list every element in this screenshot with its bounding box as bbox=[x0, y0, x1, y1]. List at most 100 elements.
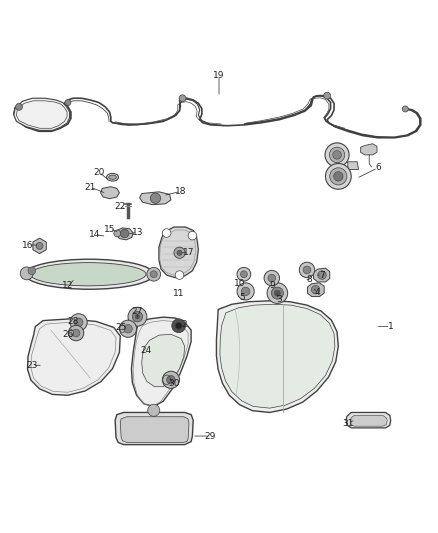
Text: 15: 15 bbox=[104, 224, 115, 233]
Circle shape bbox=[150, 193, 161, 204]
Circle shape bbox=[128, 308, 147, 326]
Text: 17: 17 bbox=[183, 248, 195, 257]
Circle shape bbox=[330, 168, 347, 185]
Circle shape bbox=[267, 283, 288, 303]
Circle shape bbox=[311, 285, 320, 294]
Circle shape bbox=[162, 372, 180, 389]
Circle shape bbox=[402, 106, 408, 112]
Text: 21: 21 bbox=[85, 183, 96, 191]
Circle shape bbox=[174, 247, 185, 259]
Circle shape bbox=[65, 100, 71, 106]
Ellipse shape bbox=[120, 325, 125, 333]
Circle shape bbox=[318, 271, 326, 279]
Text: 30: 30 bbox=[168, 379, 180, 387]
Text: 14: 14 bbox=[89, 230, 100, 239]
Polygon shape bbox=[33, 238, 46, 254]
Circle shape bbox=[329, 147, 345, 163]
Text: 19: 19 bbox=[213, 71, 225, 80]
Circle shape bbox=[36, 243, 43, 249]
Circle shape bbox=[135, 314, 140, 319]
Text: 16: 16 bbox=[22, 240, 34, 249]
Text: 6: 6 bbox=[375, 163, 381, 172]
Polygon shape bbox=[314, 268, 330, 282]
Polygon shape bbox=[116, 228, 133, 240]
Text: 23: 23 bbox=[27, 361, 38, 370]
Circle shape bbox=[124, 325, 132, 333]
Text: 1: 1 bbox=[388, 322, 394, 331]
Text: 4: 4 bbox=[315, 288, 321, 297]
Text: 25: 25 bbox=[116, 323, 127, 332]
Circle shape bbox=[325, 164, 351, 189]
Text: 18: 18 bbox=[175, 187, 186, 196]
Text: 8: 8 bbox=[306, 275, 312, 284]
Circle shape bbox=[114, 230, 121, 237]
Circle shape bbox=[15, 103, 22, 110]
Circle shape bbox=[120, 320, 137, 337]
Ellipse shape bbox=[30, 263, 146, 286]
Text: 28: 28 bbox=[67, 317, 79, 326]
Ellipse shape bbox=[68, 329, 74, 336]
Polygon shape bbox=[28, 319, 120, 395]
Circle shape bbox=[20, 267, 33, 280]
Polygon shape bbox=[120, 417, 189, 442]
Text: 12: 12 bbox=[62, 281, 74, 290]
Circle shape bbox=[237, 283, 254, 300]
Text: 5: 5 bbox=[240, 293, 245, 302]
Circle shape bbox=[70, 314, 87, 331]
Polygon shape bbox=[350, 415, 387, 426]
Text: 11: 11 bbox=[173, 289, 184, 298]
Polygon shape bbox=[159, 227, 198, 278]
Circle shape bbox=[334, 172, 343, 181]
Circle shape bbox=[325, 143, 349, 167]
Circle shape bbox=[175, 271, 184, 279]
Text: 7: 7 bbox=[319, 271, 325, 280]
Circle shape bbox=[28, 267, 36, 274]
Circle shape bbox=[240, 271, 247, 278]
Polygon shape bbox=[220, 304, 335, 408]
Circle shape bbox=[268, 274, 276, 282]
Circle shape bbox=[179, 95, 186, 102]
Polygon shape bbox=[346, 413, 391, 428]
Circle shape bbox=[299, 262, 315, 278]
Ellipse shape bbox=[25, 259, 154, 289]
Circle shape bbox=[274, 290, 280, 296]
Text: 31: 31 bbox=[342, 419, 353, 427]
Circle shape bbox=[150, 271, 157, 278]
Ellipse shape bbox=[109, 175, 117, 180]
Text: 2: 2 bbox=[181, 320, 187, 329]
Circle shape bbox=[333, 151, 341, 159]
Circle shape bbox=[74, 318, 83, 327]
Text: 20: 20 bbox=[93, 167, 105, 176]
Polygon shape bbox=[140, 192, 171, 205]
Circle shape bbox=[147, 268, 161, 281]
Text: 24: 24 bbox=[141, 346, 152, 354]
Ellipse shape bbox=[106, 173, 119, 181]
Polygon shape bbox=[348, 161, 358, 169]
Text: 3: 3 bbox=[276, 295, 282, 304]
Text: 27: 27 bbox=[132, 307, 143, 316]
Circle shape bbox=[162, 229, 171, 237]
Text: 22: 22 bbox=[115, 202, 126, 211]
Polygon shape bbox=[131, 317, 191, 407]
Circle shape bbox=[303, 266, 311, 274]
Text: 13: 13 bbox=[132, 228, 143, 237]
Polygon shape bbox=[101, 187, 120, 199]
Circle shape bbox=[175, 322, 182, 329]
Circle shape bbox=[132, 312, 143, 322]
Circle shape bbox=[72, 329, 80, 337]
Polygon shape bbox=[142, 334, 185, 386]
Circle shape bbox=[177, 250, 182, 255]
Circle shape bbox=[241, 287, 250, 296]
Circle shape bbox=[264, 270, 279, 286]
Circle shape bbox=[272, 287, 283, 299]
Polygon shape bbox=[216, 301, 338, 413]
Circle shape bbox=[172, 319, 186, 333]
Circle shape bbox=[188, 231, 197, 240]
Circle shape bbox=[68, 325, 84, 341]
Polygon shape bbox=[360, 144, 377, 155]
Text: 9: 9 bbox=[270, 281, 276, 290]
Circle shape bbox=[324, 92, 331, 99]
Text: 29: 29 bbox=[205, 432, 216, 441]
Text: 26: 26 bbox=[62, 330, 74, 339]
Circle shape bbox=[148, 405, 160, 416]
